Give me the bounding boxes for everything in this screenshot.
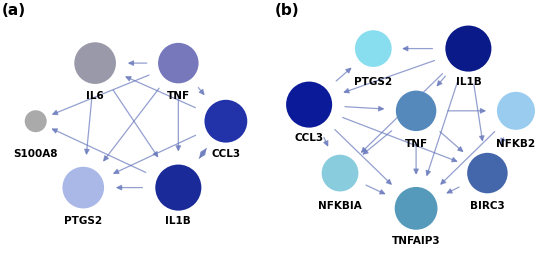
Text: IL1B: IL1B (456, 76, 481, 86)
Text: TNFAIP3: TNFAIP3 (392, 235, 440, 245)
Text: NFKB2: NFKB2 (496, 138, 536, 148)
Text: PTGS2: PTGS2 (64, 215, 102, 225)
Point (174, 62, 183, 66)
Text: NFKBIA: NFKBIA (318, 200, 362, 210)
Text: CCL3: CCL3 (212, 149, 240, 158)
Text: (a): (a) (2, 3, 25, 18)
Point (31, 120, 40, 124)
Point (369, 47, 377, 51)
Point (174, 186, 183, 190)
Text: IL6: IL6 (87, 91, 104, 101)
Point (412, 109, 420, 114)
Point (511, 109, 520, 114)
Text: (b): (b) (275, 3, 300, 18)
Text: S100A8: S100A8 (13, 149, 58, 158)
Point (464, 47, 473, 51)
Text: TNF: TNF (404, 138, 428, 148)
Text: BIRC3: BIRC3 (470, 200, 505, 210)
Text: TNF: TNF (167, 91, 190, 101)
Point (483, 171, 492, 176)
Point (79, 186, 88, 190)
Text: CCL3: CCL3 (295, 132, 323, 142)
Point (91, 62, 100, 66)
Point (336, 171, 344, 176)
Text: IL1B: IL1B (165, 215, 191, 225)
Point (305, 103, 314, 107)
Point (222, 120, 230, 124)
Text: PTGS2: PTGS2 (354, 76, 392, 86)
Point (412, 207, 420, 211)
